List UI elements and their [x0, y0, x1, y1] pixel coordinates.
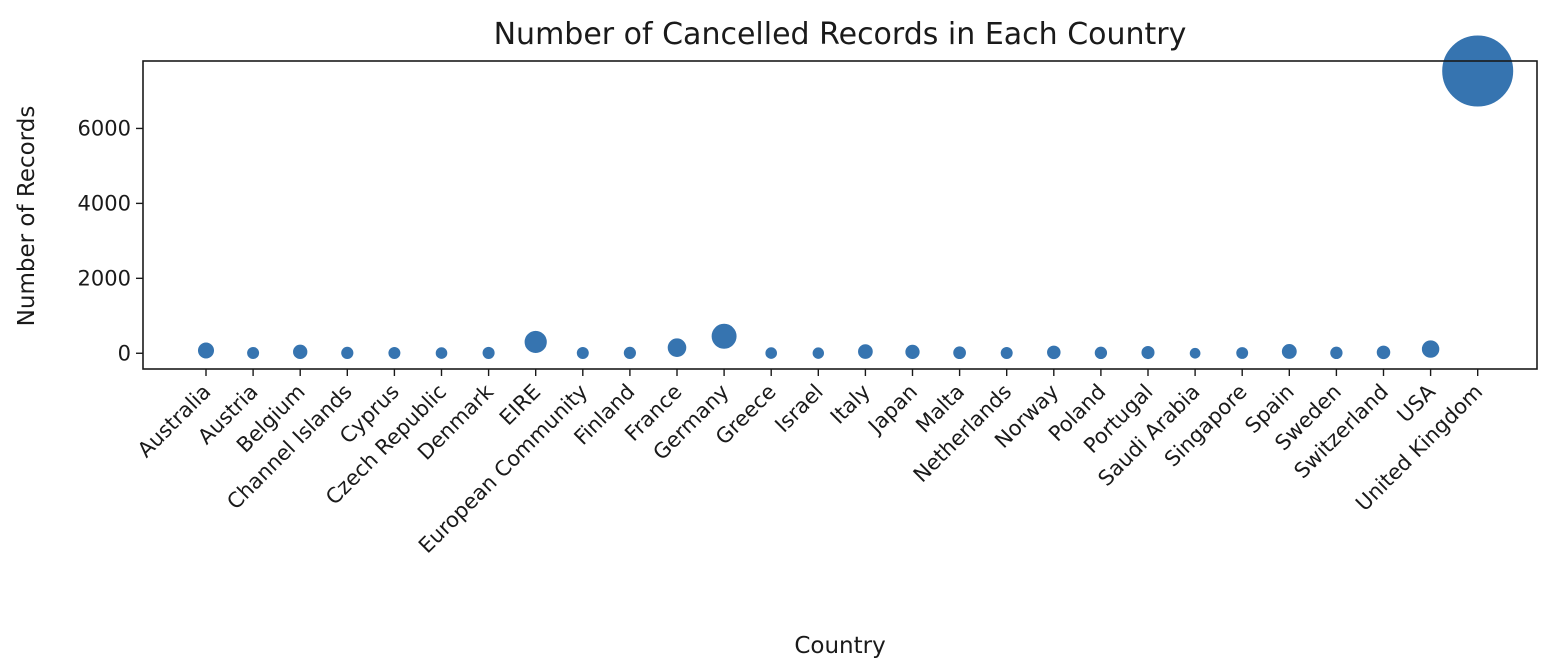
- data-point-denmark: [481, 345, 496, 360]
- data-point-switzerland: [1375, 344, 1392, 361]
- data-point-spain: [1280, 343, 1298, 360]
- data-point-saudi-arabia: [1188, 346, 1202, 360]
- x-tick-label: Japan: [862, 380, 922, 440]
- data-point-japan: [904, 343, 921, 361]
- y-tick-label: 0: [118, 341, 131, 365]
- data-points: [196, 34, 1515, 361]
- data-point-eire: [523, 329, 548, 355]
- data-point-germany: [710, 322, 738, 350]
- data-point-european-community: [575, 345, 590, 360]
- y-axis-ticks: 0 2000 4000 6000: [78, 116, 143, 365]
- data-point-norway: [1046, 344, 1062, 361]
- data-point-austria: [246, 345, 261, 360]
- chart-title: Number of Cancelled Records in Each Coun…: [494, 17, 1187, 52]
- x-axis-label: Country: [794, 633, 885, 659]
- data-point-usa: [1420, 339, 1441, 359]
- y-tick-label: 4000: [78, 191, 131, 215]
- data-point-france: [666, 337, 688, 358]
- data-point-czech-republic: [434, 346, 449, 360]
- plot-frame: [142, 60, 1538, 370]
- data-point-portugal: [1140, 345, 1156, 361]
- data-point-finland: [622, 345, 638, 360]
- data-point-singapore: [1235, 346, 1250, 360]
- data-point-cyprus: [387, 345, 402, 360]
- y-tick-label: 6000: [78, 116, 131, 140]
- data-point-australia: [196, 341, 216, 360]
- data-point-poland: [1093, 345, 1109, 361]
- y-axis-label: Number of Records: [14, 106, 40, 327]
- data-point-channel-islands: [340, 345, 355, 360]
- data-point-netherlands: [999, 345, 1014, 360]
- data-point-malta: [952, 345, 967, 361]
- data-point-united-kingdom: [1441, 34, 1515, 108]
- data-point-italy: [857, 343, 874, 360]
- data-point-sweden: [1329, 345, 1344, 361]
- data-point-greece: [764, 346, 778, 360]
- data-point-israel: [811, 346, 825, 360]
- y-tick-label: 2000: [78, 266, 131, 290]
- data-point-belgium: [292, 343, 309, 361]
- x-tick-label: Israel: [770, 380, 828, 438]
